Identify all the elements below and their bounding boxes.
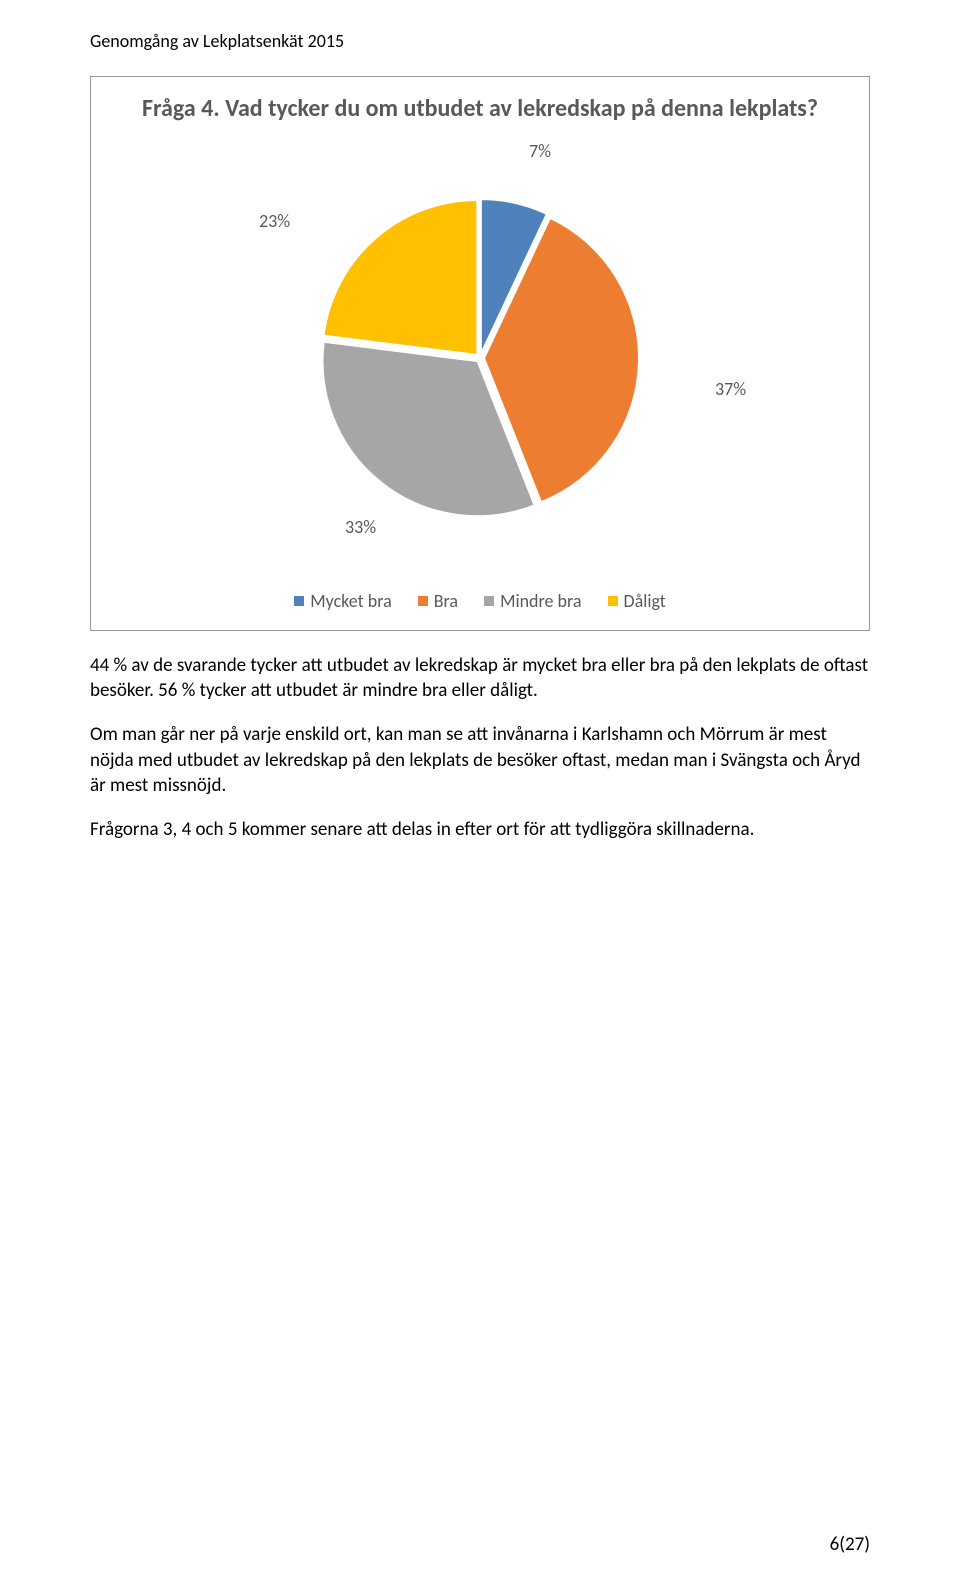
paragraph-3: Frågorna 3, 4 och 5 kommer senare att de… — [90, 817, 870, 843]
chart-container: Fråga 4. Vad tycker du om utbudet av lek… — [90, 76, 870, 631]
legend-item-3: Dåligt — [608, 590, 666, 612]
document-header: Genomgång av Lekplatsenkät 2015 — [90, 30, 870, 52]
slice-pct-2: 33% — [345, 516, 376, 538]
legend-label-3: Dåligt — [624, 590, 666, 612]
legend-item-2: Mindre bra — [484, 590, 581, 612]
page-number: 6(27) — [830, 1533, 870, 1556]
legend-swatch-2 — [484, 596, 494, 606]
pie-chart-icon — [310, 188, 650, 528]
legend-swatch-1 — [418, 596, 428, 606]
slice-pct-0: 7% — [529, 140, 551, 162]
legend-swatch-0 — [294, 596, 304, 606]
paragraph-1: 44 % av de svarande tycker att utbudet a… — [90, 653, 870, 704]
body-text: 44 % av de svarande tycker att utbudet a… — [90, 653, 870, 843]
chart-legend: Mycket bra Bra Mindre bra Dåligt — [111, 578, 849, 616]
pie-chart-area: 7% 37% 33% 23% — [111, 138, 849, 578]
paragraph-2: Om man går ner på varje enskild ort, kan… — [90, 722, 870, 799]
legend-swatch-3 — [608, 596, 618, 606]
slice-pct-1: 37% — [715, 378, 746, 400]
legend-label-1: Bra — [434, 590, 458, 612]
legend-item-0: Mycket bra — [294, 590, 391, 612]
legend-label-0: Mycket bra — [310, 590, 391, 612]
legend-label-2: Mindre bra — [500, 590, 581, 612]
slice-pct-3: 23% — [259, 210, 290, 232]
chart-title: Fråga 4. Vad tycker du om utbudet av lek… — [111, 95, 849, 124]
pie-wrap — [310, 188, 650, 528]
legend-item-1: Bra — [418, 590, 458, 612]
